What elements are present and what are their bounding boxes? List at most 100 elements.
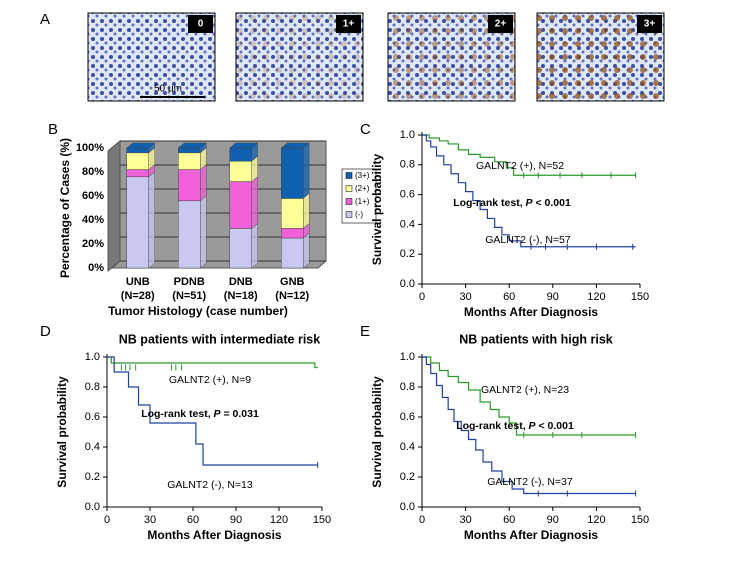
bar-side [303, 192, 310, 229]
annotation: GALNT2 (+), N=9 [169, 374, 251, 386]
annotation: GALNT2 (-), N=57 [485, 234, 571, 246]
score-box [336, 15, 361, 33]
annotation: Log-rank test, P < 0.001 [453, 197, 571, 209]
bar-side [303, 142, 310, 199]
annotation: Log-rank test, P = 0.031 [141, 408, 259, 420]
bar-segment [178, 200, 201, 269]
score-box [637, 15, 662, 33]
x-tick-label: 30 [459, 291, 471, 303]
x-tick-sublabel: (N=28) [121, 290, 155, 302]
side-wall [107, 139, 121, 273]
survival-curve [107, 356, 318, 466]
bar-segment [229, 160, 252, 182]
x-tick-label: UNB [126, 276, 150, 288]
x-tick-sublabel: (N=51) [172, 290, 206, 302]
annotation: Log-rank test, P < 0.001 [456, 420, 574, 432]
score-label: 1+ [343, 19, 355, 30]
x-tick-label: 90 [547, 291, 559, 303]
bar-side [200, 195, 207, 269]
score-box [488, 15, 513, 33]
x-tick-label: 30 [459, 514, 471, 526]
y-tick-label: 0% [88, 262, 104, 274]
y-tick-label: 0.2 [400, 248, 415, 260]
y-axis-title: Survival probability [55, 376, 69, 488]
bar-top [177, 142, 207, 149]
x-axis-title: Months After Diagnosis [464, 528, 599, 542]
bar-segment [178, 169, 201, 202]
x-tick-label: 0 [419, 514, 425, 526]
bar-segment [281, 147, 304, 199]
bar-top [280, 142, 310, 149]
survival-curve [422, 356, 636, 436]
bar-side [251, 222, 258, 269]
annotation-part: GALNT2 (+), N=52 [476, 160, 564, 172]
y-tick-label: 1.0 [85, 351, 100, 363]
annotation-part: P [529, 420, 537, 432]
chart-title: NB patients with intermediate risk [119, 332, 320, 346]
annotation-part: = 0.031 [221, 408, 259, 420]
bar-segment [281, 237, 304, 269]
bar-segment [126, 147, 149, 154]
x-axis-title: Tumor Histology (case number) [108, 304, 288, 318]
y-tick-label: 20% [82, 238, 104, 250]
x-tick-label: 30 [144, 514, 156, 526]
y-tick-label: 0.4 [400, 441, 415, 453]
x-tick-label: 120 [587, 291, 605, 303]
score-box [188, 15, 213, 33]
bar-segment [126, 152, 149, 170]
y-tick-label: 0.8 [400, 381, 415, 393]
annotation-part: P [526, 197, 534, 209]
bar-segment [178, 147, 201, 154]
y-tick-label: 1.0 [400, 129, 415, 141]
x-tick-label: 90 [230, 514, 242, 526]
legend-label: (3+) [355, 171, 370, 180]
x-tick-label: 150 [631, 514, 649, 526]
annotation-part: GALNT2 (+), N=23 [481, 384, 569, 396]
bar-side [200, 164, 207, 202]
annotation-part: Log-rank test, [456, 420, 528, 432]
y-tick-label: 1.0 [400, 351, 415, 363]
annotation-part: Log-rank test, [141, 408, 213, 420]
legend-swatch [345, 198, 353, 205]
y-tick-label: 40% [82, 214, 104, 226]
y-tick-label: 60% [82, 190, 104, 202]
x-tick-label: 90 [547, 514, 559, 526]
bar-segment [126, 176, 149, 269]
legend-swatch [345, 211, 353, 218]
y-tick-label: 0.6 [400, 189, 415, 201]
bar-side [251, 176, 258, 229]
y-axis-title: Survival probability [370, 376, 384, 488]
bar-side [148, 171, 155, 269]
panel-letter: D [40, 323, 51, 340]
survival-curve [107, 356, 318, 369]
scale-bar-label: 50 μm [154, 84, 182, 95]
bar-segment [178, 152, 201, 170]
x-tick-label: 60 [503, 514, 515, 526]
x-tick-sublabel: (N=12) [275, 290, 309, 302]
y-tick-label: 0.2 [85, 471, 100, 483]
y-axis-title: Percentage of Cases (%) [58, 138, 72, 278]
x-tick-label: 150 [313, 514, 331, 526]
x-tick-label: PDNB [174, 276, 205, 288]
x-tick-label: 120 [270, 514, 288, 526]
y-tick-label: 100% [76, 142, 104, 154]
survival-curve [422, 134, 636, 176]
annotation: GALNT2 (+), N=23 [481, 384, 569, 396]
bar-segment [126, 169, 149, 178]
y-axis-title: Survival probability [370, 153, 384, 265]
panel-letter: B [48, 121, 58, 138]
chart-title: NB patients with high risk [459, 332, 613, 346]
y-tick-label: 0.0 [400, 501, 415, 513]
y-tick-label: 0.8 [400, 159, 415, 171]
annotation-part: < 0.001 [536, 420, 574, 432]
y-tick-label: 0.0 [400, 278, 415, 290]
bar-top [126, 142, 156, 149]
bar-side [303, 232, 310, 269]
annotation: GALNT2 (-), N=37 [487, 476, 573, 488]
annotation-part: < 0.001 [533, 197, 571, 209]
x-tick-label: DNB [229, 276, 253, 288]
legend-swatch [345, 185, 353, 192]
score-label: 0 [198, 19, 204, 30]
panel-letter: A [40, 11, 50, 28]
